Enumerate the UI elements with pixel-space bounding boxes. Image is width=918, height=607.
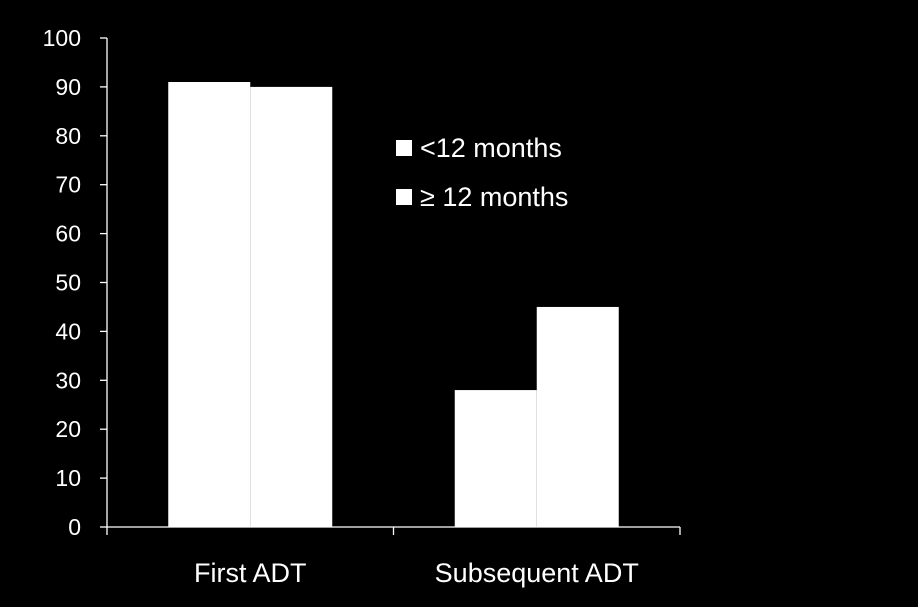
legend-label: <12 months	[420, 133, 562, 163]
y-tick-label: 90	[55, 74, 81, 100]
bar-lt12-subsequent-adt	[454, 390, 537, 527]
legend-swatch	[396, 189, 412, 205]
bar-lt12-first-adt	[168, 82, 251, 527]
y-tick-label: 50	[55, 270, 81, 296]
legend: <12 months ≥ 12 months	[396, 133, 568, 212]
legend-swatch	[396, 140, 412, 156]
y-tick-label: 80	[55, 123, 81, 149]
bar-ge12-subsequent-adt	[536, 306, 619, 527]
y-tick-label: 70	[55, 172, 81, 198]
y-tick-label: 40	[55, 318, 81, 344]
bars	[168, 82, 619, 528]
y-tick-label: 100	[43, 25, 81, 51]
x-category-label: First ADT	[194, 558, 307, 588]
y-tick-label: 20	[55, 416, 81, 442]
y-tick-label: 30	[55, 367, 81, 393]
tick-labels: 0 10 20 30 40 50 60 70 80 90 100 First ADT Subsequen…	[43, 25, 639, 588]
bar-ge12-first-adt	[250, 86, 333, 528]
y-tick-label: 60	[55, 221, 81, 247]
y-tick-label: 10	[55, 465, 81, 491]
legend-label: ≥ 12 months	[420, 182, 568, 212]
x-category-label: Subsequent ADT	[435, 558, 639, 588]
y-tick-label: 0	[68, 514, 81, 540]
